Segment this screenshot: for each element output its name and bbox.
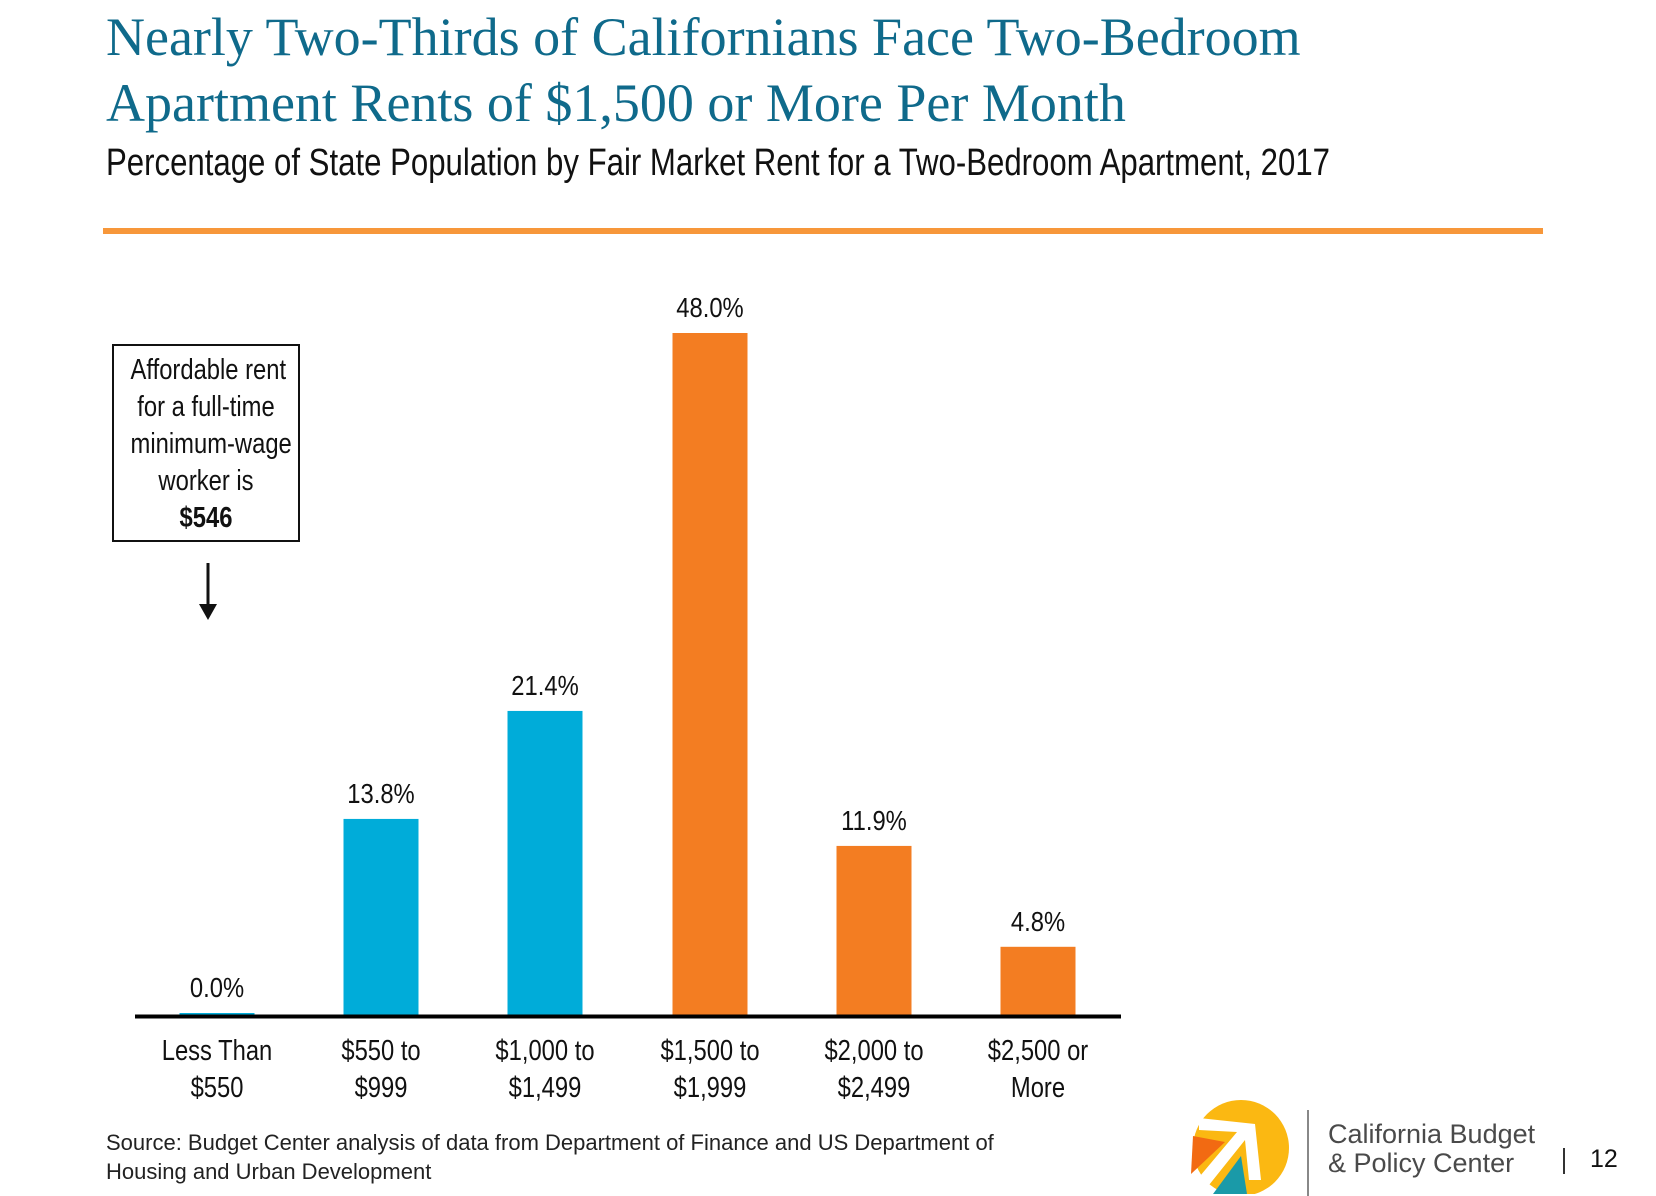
callout-line: Affordable rent	[130, 354, 287, 386]
source-line-1: Source: Budget Center analysis of data f…	[106, 1130, 994, 1155]
data-label: 21.4%	[511, 669, 578, 701]
bar	[836, 845, 912, 1015]
bar	[179, 1013, 255, 1015]
x-tick-label: $999	[355, 1071, 408, 1104]
page-number: 12	[1590, 1145, 1618, 1173]
data-label: 4.8%	[1011, 905, 1065, 937]
page-separator	[1563, 1148, 1565, 1174]
x-tick-label: $2,499	[838, 1071, 911, 1104]
title-line-1: Nearly Two-Thirds of Californians Face T…	[106, 7, 1301, 67]
source-line-2: Housing and Urban Development	[106, 1159, 432, 1184]
org-name-line-1: California Budget	[1328, 1119, 1536, 1149]
logo-divider	[1307, 1110, 1309, 1196]
callout-line: minimum-wage	[130, 428, 292, 460]
data-label: 11.9%	[841, 804, 907, 836]
header-rule-divider	[103, 228, 1543, 234]
x-tick-label: $2,000 to	[824, 1034, 923, 1067]
x-tick-label: $550	[191, 1071, 244, 1104]
chart-title: Nearly Two-Thirds of Californians Face T…	[106, 4, 1606, 136]
callout-line: for a full-time	[137, 391, 275, 423]
source-note: Source: Budget Center analysis of data f…	[106, 1128, 1096, 1186]
callout-amount: $546	[179, 502, 233, 534]
callout-line: worker is	[158, 465, 254, 497]
chart-subtitle: Percentage of State Population by Fair M…	[106, 142, 1330, 184]
down-arrow-head-icon	[199, 604, 217, 620]
budget-center-logo-icon	[1191, 1100, 1289, 1194]
x-tick-label: $2,500 or	[988, 1034, 1089, 1067]
bar	[343, 818, 419, 1015]
data-label: 13.8%	[347, 777, 414, 809]
org-name-line-2: & Policy Center	[1328, 1148, 1515, 1178]
bar	[672, 333, 748, 1015]
title-line-2: Apartment Rents of $1,500 or More Per Mo…	[106, 73, 1126, 133]
x-tick-label: $1,499	[509, 1071, 582, 1104]
x-tick-label: Less Than	[162, 1034, 273, 1067]
affordable-rent-callout: Affordable rent for a full-time minimum-…	[112, 344, 300, 542]
x-tick-label: More	[1011, 1071, 1065, 1104]
x-tick-label: $1,500 to	[660, 1034, 759, 1067]
x-tick-label: $1,999	[674, 1071, 747, 1104]
data-label: 48.0%	[676, 291, 743, 323]
x-tick-label: $1,000 to	[495, 1034, 594, 1067]
organization-name: California Budget & Policy Center	[1328, 1120, 1535, 1178]
data-label: 0.0%	[190, 971, 244, 1003]
bar	[1000, 946, 1076, 1015]
x-tick-label: $550 to	[341, 1034, 420, 1067]
bar	[507, 710, 583, 1015]
